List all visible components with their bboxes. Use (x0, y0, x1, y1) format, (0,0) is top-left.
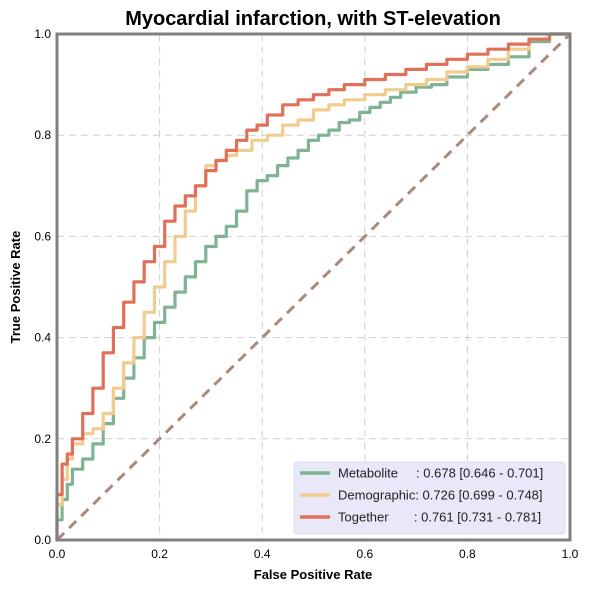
chance-reference-line (55, 32, 572, 542)
x-tick-label: 1.0 (562, 547, 579, 561)
y-tick-label: 1.0 (34, 27, 51, 41)
roc-curve-together (55, 32, 572, 542)
x-tick-label: 0.2 (151, 547, 168, 561)
legend-box (293, 461, 566, 535)
y-tick-label: 0.6 (34, 229, 51, 243)
tick-labels: 0.0 0.2 0.4 0.6 0.8 1.0 0.0 0.2 0.4 0.6 0.8 1.0 (34, 27, 578, 561)
reference-line-layer (55, 32, 572, 542)
x-tick-label: 0.0 (49, 547, 66, 561)
plot-frame (55, 32, 572, 542)
y-tick-label: 0.2 (34, 432, 51, 446)
x-axis-label: False Positive Rate (254, 567, 373, 582)
series-layer (55, 32, 572, 542)
x-tick-label: 0.6 (356, 547, 373, 561)
y-axis-label: True Positive Rate (8, 231, 23, 344)
legend: Metabolite : 0.678 [0.646 - 0.701] Demogr… (293, 461, 566, 535)
legend-entry: Together : 0.761 [0.731 - 0.781] (338, 510, 541, 525)
legend-entry: Metabolite : 0.678 [0.646 - 0.701] (338, 466, 543, 481)
chart-title: Myocardial infarction, with ST-elevation (125, 8, 501, 30)
y-tick-label: 0.8 (34, 128, 51, 142)
grid (57, 34, 570, 540)
y-tick-label: 0.4 (34, 331, 51, 345)
x-tick-label: 0.4 (254, 547, 271, 561)
x-tick-label: 0.8 (459, 547, 476, 561)
legend-entry: Demographic: 0.726 [0.699 - 0.748] (338, 488, 543, 503)
y-tick-label: 0.0 (34, 533, 51, 547)
